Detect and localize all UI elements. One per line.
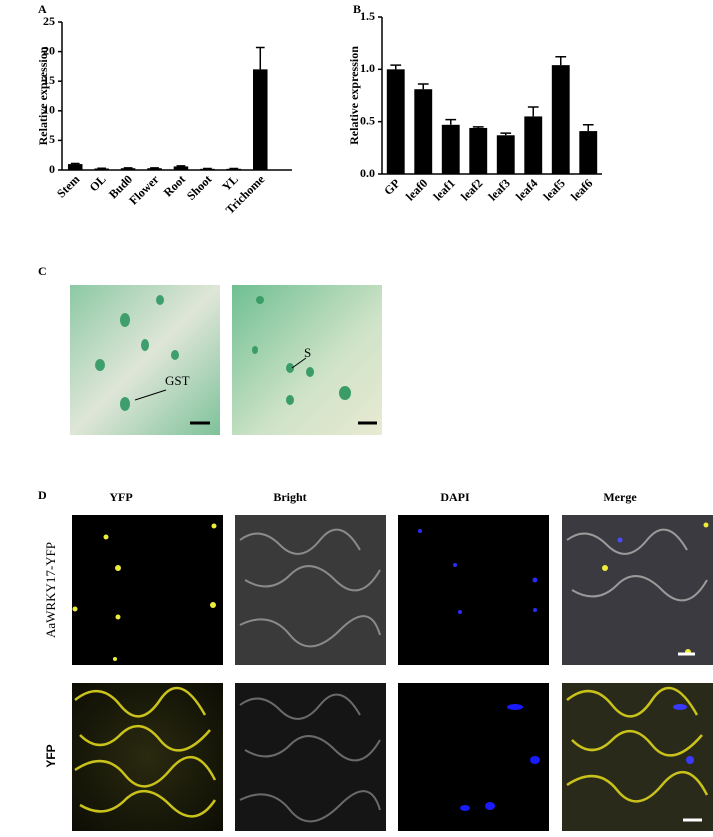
bar — [579, 131, 597, 174]
error-bar — [71, 163, 80, 164]
panel-label: C — [38, 264, 47, 278]
row-label: YFP — [44, 744, 58, 767]
error-bar — [256, 47, 265, 69]
y-axis-label: Relative expression — [347, 46, 361, 145]
row-label: AaWRKY17-YFP — [43, 542, 58, 638]
column-header: Merge — [603, 490, 637, 504]
error-bar — [528, 107, 539, 116]
y-tick-label: 0.0 — [360, 166, 375, 180]
x-tick-label: leaf4 — [513, 176, 540, 203]
error-bar — [473, 127, 484, 128]
column-header: YFP — [109, 490, 132, 504]
x-tick-label: leaf2 — [458, 176, 485, 203]
x-tick-label: Stem — [54, 172, 82, 200]
error-bar — [445, 120, 456, 125]
x-tick-label: leaf6 — [568, 176, 595, 203]
column-header: DAPI — [440, 490, 470, 504]
error-bar — [555, 57, 566, 65]
x-tick-label: Root — [161, 172, 188, 199]
x-tick-label: Flower — [126, 172, 162, 208]
error-bar — [583, 125, 594, 131]
y-tick-label: 0.5 — [360, 113, 375, 127]
image-label: S — [304, 345, 311, 360]
bar — [387, 69, 405, 174]
bar — [68, 164, 83, 170]
error-bar — [390, 65, 401, 69]
y-axis-label: Relative expression — [36, 46, 50, 145]
y-tick-label: 25 — [43, 14, 55, 28]
bar — [174, 166, 189, 170]
micrograph — [235, 515, 386, 665]
y-tick-label: 1.5 — [360, 9, 375, 23]
micrograph — [70, 285, 220, 435]
micrograph — [72, 515, 223, 665]
image-label: GST — [165, 373, 190, 388]
bar — [524, 116, 542, 174]
bar — [497, 135, 515, 174]
column-header: Bright — [273, 490, 306, 504]
y-tick-label: 0 — [49, 162, 55, 176]
x-tick-label: leaf0 — [403, 176, 430, 203]
y-tick-label: 5 — [49, 132, 55, 146]
bar — [469, 128, 487, 174]
bar — [552, 65, 570, 174]
x-tick-label: Shoot — [184, 172, 215, 203]
error-bar — [177, 166, 186, 167]
error-bar — [418, 84, 429, 89]
x-tick-label: GP — [381, 176, 403, 198]
x-tick-label: leaf3 — [485, 176, 512, 203]
x-tick-label: leaf5 — [540, 176, 567, 203]
micrograph — [232, 285, 382, 435]
bar — [253, 69, 268, 170]
error-bar — [500, 133, 511, 135]
panel-label: D — [38, 488, 47, 502]
x-tick-label: leaf1 — [430, 176, 457, 203]
micrograph — [235, 683, 386, 831]
micrograph — [398, 683, 549, 831]
bar — [442, 125, 460, 174]
bar — [414, 89, 432, 174]
micrograph — [398, 515, 549, 665]
y-tick-label: 1.0 — [360, 61, 375, 75]
micrograph — [562, 515, 713, 665]
